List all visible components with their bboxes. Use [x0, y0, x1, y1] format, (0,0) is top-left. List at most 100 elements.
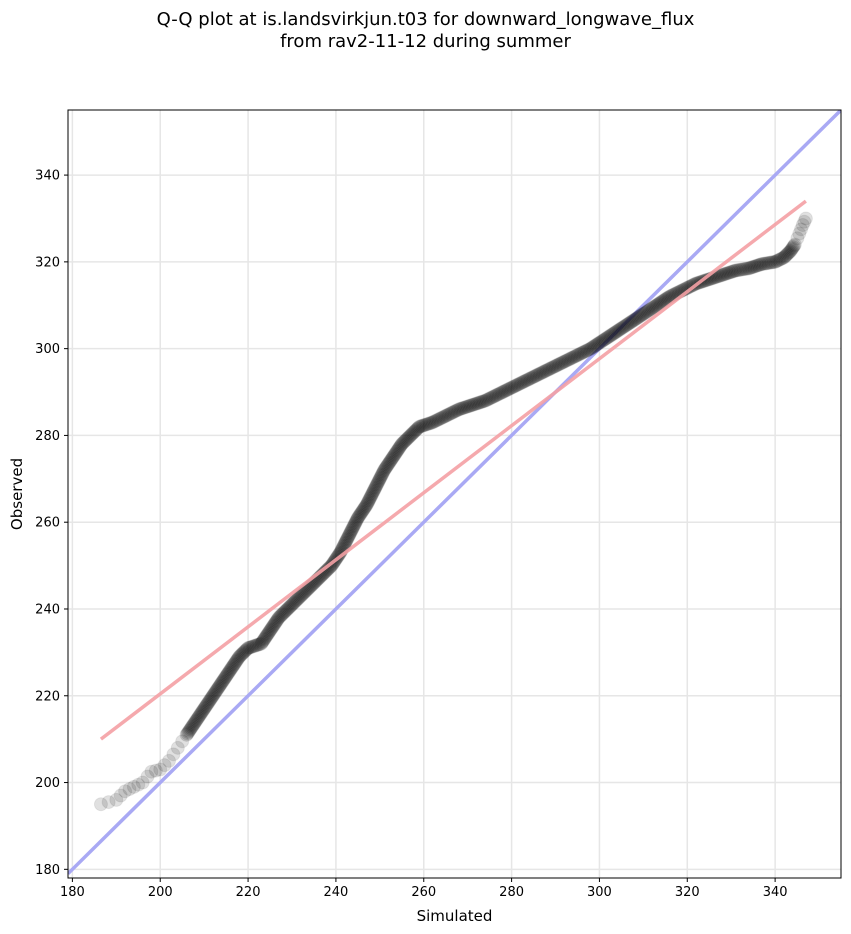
quantile-point: [191, 710, 206, 725]
quantile-point: [399, 432, 414, 447]
quantile-point: [131, 777, 146, 792]
quantile-point: [343, 525, 358, 540]
quantile-point: [407, 424, 422, 439]
quantile-point: [389, 444, 404, 459]
quantile-point: [266, 618, 281, 633]
quantile-point: [369, 479, 384, 494]
quantile-point: [638, 305, 653, 320]
quantile-point: [220, 666, 235, 681]
quantile-point: [567, 349, 582, 364]
quantile-point: [610, 324, 625, 339]
quantile-point: [529, 368, 544, 383]
quantile-point: [778, 249, 793, 264]
quantile-point: [227, 657, 242, 672]
quantile-point: [375, 466, 390, 481]
quantile-point: [621, 316, 636, 331]
x-axis-label: Simulated: [417, 907, 493, 925]
quantile-point: [356, 503, 371, 518]
quantile-point: [401, 430, 416, 445]
quantile-point: [359, 497, 374, 512]
quantile-point: [376, 464, 391, 479]
quantile-point: [629, 311, 644, 326]
quantile-point: [759, 256, 774, 271]
quantile-point: [205, 688, 220, 703]
quantile-point: [416, 418, 431, 433]
quantile-point: [599, 331, 614, 346]
quantile-point: [355, 504, 370, 519]
quantile-point: [428, 413, 443, 428]
quantile-point: [503, 381, 518, 396]
quantile-point: [224, 661, 239, 676]
quantile-point: [400, 431, 415, 446]
quantile-point: [412, 419, 427, 434]
quantile-point: [244, 640, 259, 655]
quantile-point: [383, 454, 398, 469]
quantile-point: [214, 675, 229, 690]
quantile-point: [733, 262, 748, 277]
quantile-point: [542, 361, 557, 376]
quantile-point: [632, 309, 647, 324]
quantile-point: [295, 586, 310, 601]
quantile-point: [771, 253, 786, 268]
quantile-point: [790, 231, 805, 246]
quantile-point: [564, 351, 579, 366]
quantile-point: [653, 295, 668, 310]
quantile-point: [566, 350, 581, 365]
quantile-point: [625, 313, 640, 328]
quantile-point: [364, 487, 379, 502]
quantile-point: [344, 523, 359, 538]
quantile-point: [249, 638, 264, 653]
y-tick-label: 260: [35, 516, 60, 531]
quantile-point: [752, 257, 767, 272]
quantile-point: [551, 357, 566, 372]
quantile-point: [722, 265, 737, 280]
x-tick-label: 220: [236, 885, 261, 900]
quantile-point: [754, 257, 769, 272]
quantile-point: [756, 256, 771, 271]
quantile-point: [457, 400, 472, 415]
quantile-point: [340, 531, 355, 546]
quantile-point: [263, 623, 278, 638]
quantile-point: [157, 758, 172, 773]
quantile-point: [260, 627, 275, 642]
quantile-point: [278, 604, 293, 619]
quantile-point: [539, 363, 554, 378]
quantile-point: [573, 346, 588, 361]
quantile-point: [797, 214, 812, 229]
quantile-point: [207, 686, 222, 701]
quantile-point: [221, 665, 236, 680]
quantile-point: [485, 390, 500, 405]
quantile-point: [361, 493, 376, 508]
quantile-point: [488, 388, 503, 403]
quantile-point: [548, 359, 563, 373]
quantile-point: [636, 306, 651, 321]
quantile-point: [385, 451, 400, 466]
quantile-point: [402, 429, 417, 444]
quantile-point: [491, 387, 506, 402]
y-tick-label: 220: [35, 689, 60, 704]
quantile-point: [215, 674, 230, 689]
quantile-point: [188, 714, 203, 729]
quantile-point: [731, 263, 746, 277]
quantile-point: [351, 509, 366, 524]
quantile-point: [786, 240, 801, 255]
quantile-point: [761, 255, 776, 270]
quantile-point: [290, 592, 305, 607]
quantile-point: [427, 414, 442, 429]
quantile-point: [604, 327, 619, 342]
quantile-point: [101, 795, 116, 810]
quantile-point: [648, 299, 663, 314]
quantile-point: [613, 321, 628, 336]
grid-lines: [68, 110, 841, 878]
quantile-point: [225, 660, 240, 675]
quantile-point: [277, 605, 292, 620]
quantile-point: [450, 403, 465, 418]
quantile-point: [466, 397, 481, 412]
quantile-point: [187, 716, 202, 731]
quantile-point: [516, 374, 531, 389]
quantile-point: [370, 476, 385, 491]
x-tick-label: 240: [324, 885, 349, 900]
quantile-point: [554, 356, 569, 371]
quantile-point: [386, 448, 401, 463]
quantile-point: [162, 753, 177, 768]
